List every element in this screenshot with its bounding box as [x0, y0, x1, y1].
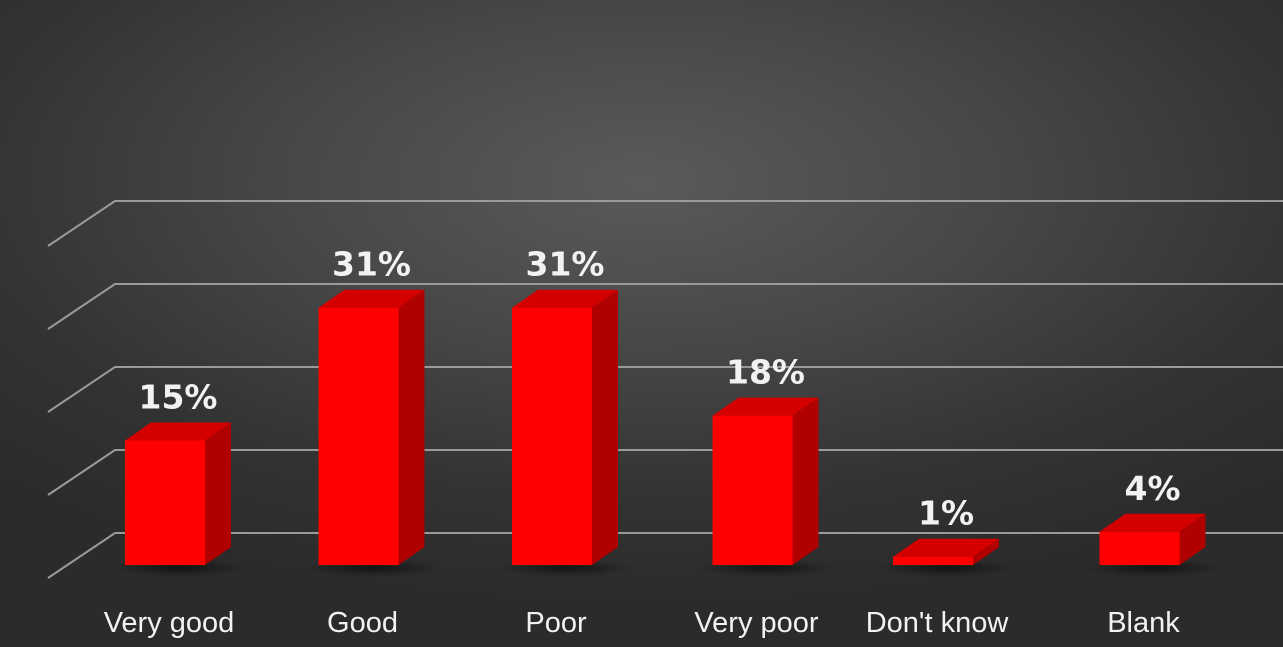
gridline-10: [47, 449, 1283, 496]
bar-front: [1099, 531, 1180, 565]
bar-side: [973, 538, 999, 565]
category-label-2: Poor: [525, 607, 587, 639]
bar-5: [1085, 513, 1222, 577]
data-label-2: 31%: [526, 245, 605, 284]
data-label-0: 15%: [139, 378, 218, 417]
category-label-3: Very poor: [694, 607, 818, 639]
bar-side: [1179, 513, 1206, 565]
gridlines: [47, 200, 1283, 579]
bar-front: [893, 556, 973, 565]
bar-side: [205, 422, 231, 565]
data-label-5: 4%: [1124, 469, 1180, 508]
category-axis: Very good Good Poor Very poor Don't know Blan…: [104, 607, 1181, 639]
bar-front: [318, 307, 399, 565]
category-label-0: Very good: [104, 607, 235, 639]
category-label-4: Don't know: [866, 607, 1010, 639]
bar-side: [792, 397, 819, 565]
data-labels: 15% 31% 31% 18% 1% 4%: [139, 245, 1181, 533]
bar-1: [304, 289, 441, 577]
bar-front: [712, 415, 793, 565]
gridline-40: [47, 200, 1283, 247]
bar-side: [398, 289, 425, 565]
bar-top: [512, 289, 618, 308]
bar-front: [125, 440, 205, 565]
bar-3: [698, 397, 835, 577]
gridline-30: [47, 283, 1283, 330]
bar-top: [712, 397, 819, 416]
bar-top: [318, 289, 425, 308]
bar-top: [125, 422, 231, 441]
gridline-20: [47, 366, 1283, 413]
bar-top: [893, 538, 999, 557]
category-label-1: Good: [327, 607, 398, 639]
bar-0: [111, 422, 247, 577]
data-label-1: 31%: [332, 245, 411, 284]
category-label-5: Blank: [1107, 607, 1180, 639]
bar-front: [512, 307, 592, 565]
bars: [111, 289, 1222, 577]
gridline-0: [47, 532, 1283, 579]
bar-2: [498, 289, 634, 577]
bar-side: [592, 289, 618, 565]
data-label-4: 1%: [918, 494, 974, 533]
data-label-3: 18%: [726, 353, 805, 392]
bar-top: [1099, 513, 1206, 532]
bar-4: [879, 538, 1015, 577]
